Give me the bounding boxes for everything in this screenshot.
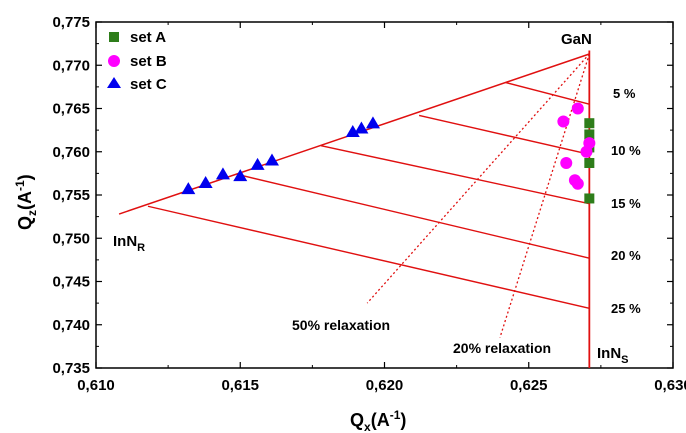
composition-tie-line xyxy=(147,205,590,309)
inn-s-main: InN xyxy=(597,345,621,362)
point-set-a xyxy=(584,118,595,129)
axis-ticks xyxy=(95,21,674,369)
x-axis-main: Q xyxy=(350,410,364,430)
point-set-a xyxy=(584,193,595,204)
composition-tie-line xyxy=(320,145,590,205)
x-tick-label: 0,620 xyxy=(366,377,404,394)
x-axis-unit-sup: -1 xyxy=(390,408,401,422)
y-axis-unit-sup: -1 xyxy=(13,180,27,191)
composition-tie-line xyxy=(240,174,590,259)
point-set-c xyxy=(181,182,196,195)
y-axis-unit-post: ) xyxy=(15,174,35,180)
percent-label-20: 20 % xyxy=(611,248,641,263)
y-tick-label: 0,735 xyxy=(52,360,90,377)
inn-r-label: InNR xyxy=(113,233,145,254)
x-axis-title: Qx(A-1) xyxy=(350,408,406,433)
point-set-c xyxy=(233,169,248,182)
composition-tie-line xyxy=(418,114,590,156)
inn-s-label: InNS xyxy=(597,345,629,366)
y-tick-labels: 0,735 0,740 0,745 0,750 0,755 0,760 0,765 0,770… xyxy=(52,14,90,377)
point-set-a xyxy=(584,129,595,140)
x-tick-label: 0,615 xyxy=(221,377,259,394)
y-axis-title-group: Qz(A-1) xyxy=(13,174,39,230)
relaxation-50-label: 50% relaxation xyxy=(292,317,390,333)
legend-marker-set-a xyxy=(109,32,119,42)
y-tick-label: 0,750 xyxy=(52,230,90,247)
gan-label: GaN xyxy=(561,31,592,48)
point-set-c xyxy=(365,116,380,129)
inn-r-main: InN xyxy=(113,233,137,250)
relaxation-dotted-line xyxy=(366,53,590,304)
y-axis-title: Qz(A-1) xyxy=(13,174,39,230)
y-tick-label: 0,760 xyxy=(52,144,90,161)
percent-label-10: 10 % xyxy=(611,143,641,158)
y-tick-label: 0,745 xyxy=(52,274,90,291)
y-axis-sub: z xyxy=(25,210,39,216)
y-tick-label: 0,740 xyxy=(52,317,90,334)
point-set-c xyxy=(198,176,213,189)
legend-label-set-b: set B xyxy=(130,53,167,70)
legend-label-set-c: set C xyxy=(130,76,167,93)
point-set-c xyxy=(215,167,230,180)
x-tick-label: 0,630 xyxy=(654,377,686,394)
inn-r-sub: R xyxy=(137,242,145,254)
point-set-b xyxy=(571,102,584,115)
point-set-b xyxy=(560,156,573,169)
composition-tie-line xyxy=(505,81,590,105)
point-set-b xyxy=(580,145,593,158)
legend-marker-set-b xyxy=(108,55,120,67)
y-tick-label: 0,765 xyxy=(52,101,90,118)
y-tick-label: 0,770 xyxy=(52,57,90,74)
y-axis-unit-pre: (A xyxy=(15,191,35,210)
legend-marker-set-c xyxy=(107,77,121,88)
percent-label-25: 25 % xyxy=(611,301,641,316)
legend-label-set-a: set A xyxy=(130,29,166,46)
relaxation-20-label: 20% relaxation xyxy=(453,340,551,356)
relaxation-dotted-line xyxy=(499,53,590,338)
legend: set A set B set C xyxy=(107,29,167,93)
x-axis-unit-pre: (A xyxy=(371,410,390,430)
percent-label-15: 15 % xyxy=(611,196,641,211)
x-tick-label: 0,610 xyxy=(77,377,115,394)
point-set-b xyxy=(571,177,584,190)
percent-label-5: 5 % xyxy=(613,86,636,101)
point-set-c xyxy=(345,124,360,137)
y-axis-main: Q xyxy=(15,216,35,230)
x-axis-unit-post: ) xyxy=(400,410,406,430)
point-set-a xyxy=(584,157,595,168)
inn-s-sub: S xyxy=(621,354,628,366)
x-tick-label: 0,625 xyxy=(510,377,548,394)
point-set-b xyxy=(557,115,570,128)
point-set-c xyxy=(354,121,369,134)
point-set-c xyxy=(250,157,265,170)
x-tick-labels: 0,610 0,615 0,620 0,625 0,630 xyxy=(77,377,686,394)
point-set-c xyxy=(264,153,279,166)
y-tick-label: 0,755 xyxy=(52,187,90,204)
y-tick-label: 0,775 xyxy=(52,14,90,31)
data-points xyxy=(181,102,596,204)
x-axis-sub: x xyxy=(364,420,371,433)
